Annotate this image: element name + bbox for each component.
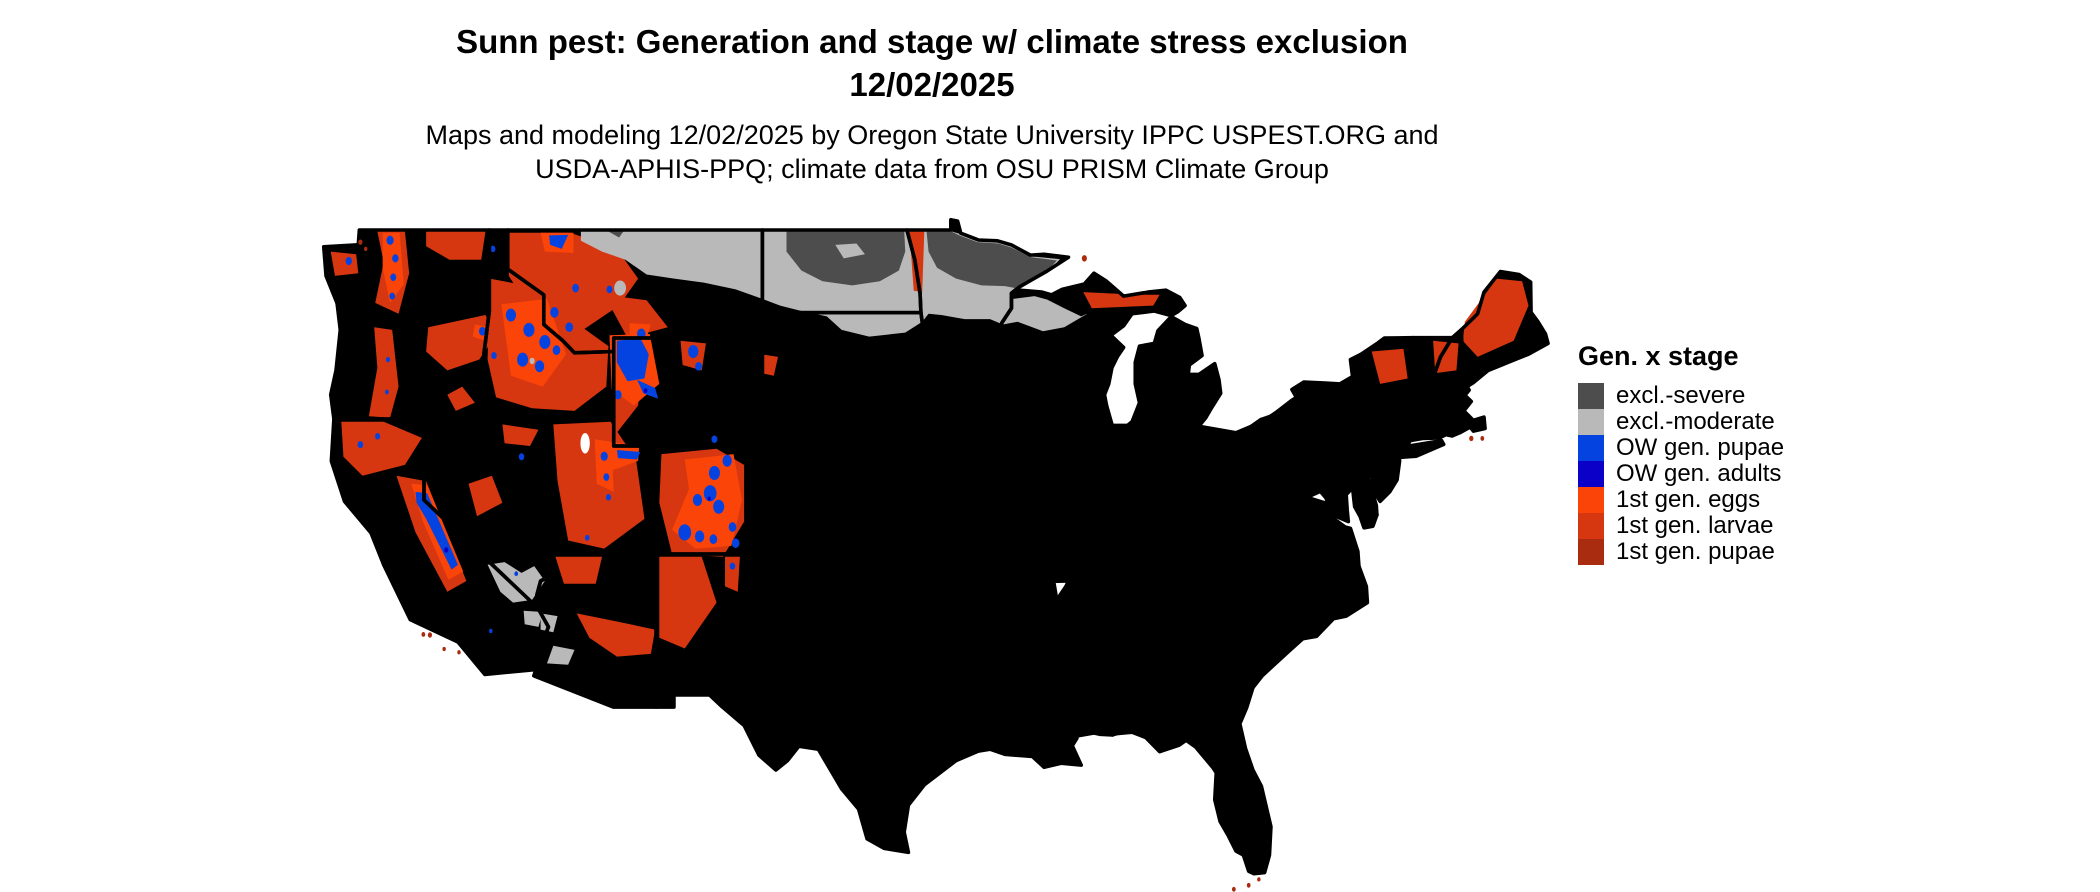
attribution-line2: USDA-APHIS-PPQ; climate data from OSU PR…: [535, 154, 1329, 184]
ow-gen-adults-zones: [444, 388, 711, 553]
ow-gen-pupae-zones: [345, 234, 740, 634]
legend-swatch-excl-moderate: [1578, 409, 1604, 435]
legend-swatch-ow-gen-adults: [1578, 461, 1604, 487]
legend-item-first-gen-eggs: 1st gen. eggs: [1578, 487, 1784, 513]
legend-label-first-gen-larvae: 1st gen. larvae: [1616, 512, 1774, 539]
legend-label-ow-gen-adults: OW gen. adults: [1616, 460, 1782, 487]
map-projection-group: [324, 220, 1548, 892]
legend-swatch-first-gen-pupae: [1578, 539, 1604, 565]
legend-item-first-gen-pupae: 1st gen. pupae: [1578, 539, 1784, 565]
great-salt-lake: [580, 433, 590, 454]
attribution-line1: Maps and modeling 12/02/2025 by Oregon S…: [425, 120, 1439, 150]
legend-item-ow-gen-pupae: OW gen. pupae: [1578, 435, 1784, 461]
map-attribution: Maps and modeling 12/02/2025 by Oregon S…: [0, 118, 1864, 186]
title-date: 12/02/2025: [849, 66, 1015, 103]
legend: Gen. x stage excl.-severe excl.-moderate…: [1578, 341, 1784, 565]
legend-label-first-gen-pupae: 1st gen. pupae: [1616, 538, 1775, 565]
legend-item-excl-moderate: excl.-moderate: [1578, 409, 1784, 435]
legend-swatch-excl-severe: [1578, 383, 1604, 409]
legend-title: Gen. x stage: [1578, 341, 1739, 371]
islands-layer: [358, 239, 1485, 892]
map-title: Sunn pest: Generation and stage w/ clima…: [0, 20, 1864, 106]
legend-label-excl-severe: excl.-severe: [1616, 382, 1746, 409]
legend-label-ow-gen-pupae: OW gen. pupae: [1616, 434, 1785, 461]
legend-swatch-first-gen-larvae: [1578, 513, 1604, 539]
legend-item-ow-gen-adults: OW gen. adults: [1578, 461, 1784, 487]
title-line1: Sunn pest: Generation and stage w/ clima…: [456, 23, 1408, 60]
legend-swatch-first-gen-eggs: [1578, 487, 1604, 513]
legend-item-first-gen-larvae: 1st gen. larvae: [1578, 513, 1784, 539]
legend-item-excl-severe: excl.-severe: [1578, 383, 1784, 409]
legend-label-first-gen-eggs: 1st gen. eggs: [1616, 486, 1761, 513]
legend-label-excl-moderate: excl.-moderate: [1616, 408, 1775, 435]
legend-swatch-ow-gen-pupae: [1578, 435, 1604, 461]
